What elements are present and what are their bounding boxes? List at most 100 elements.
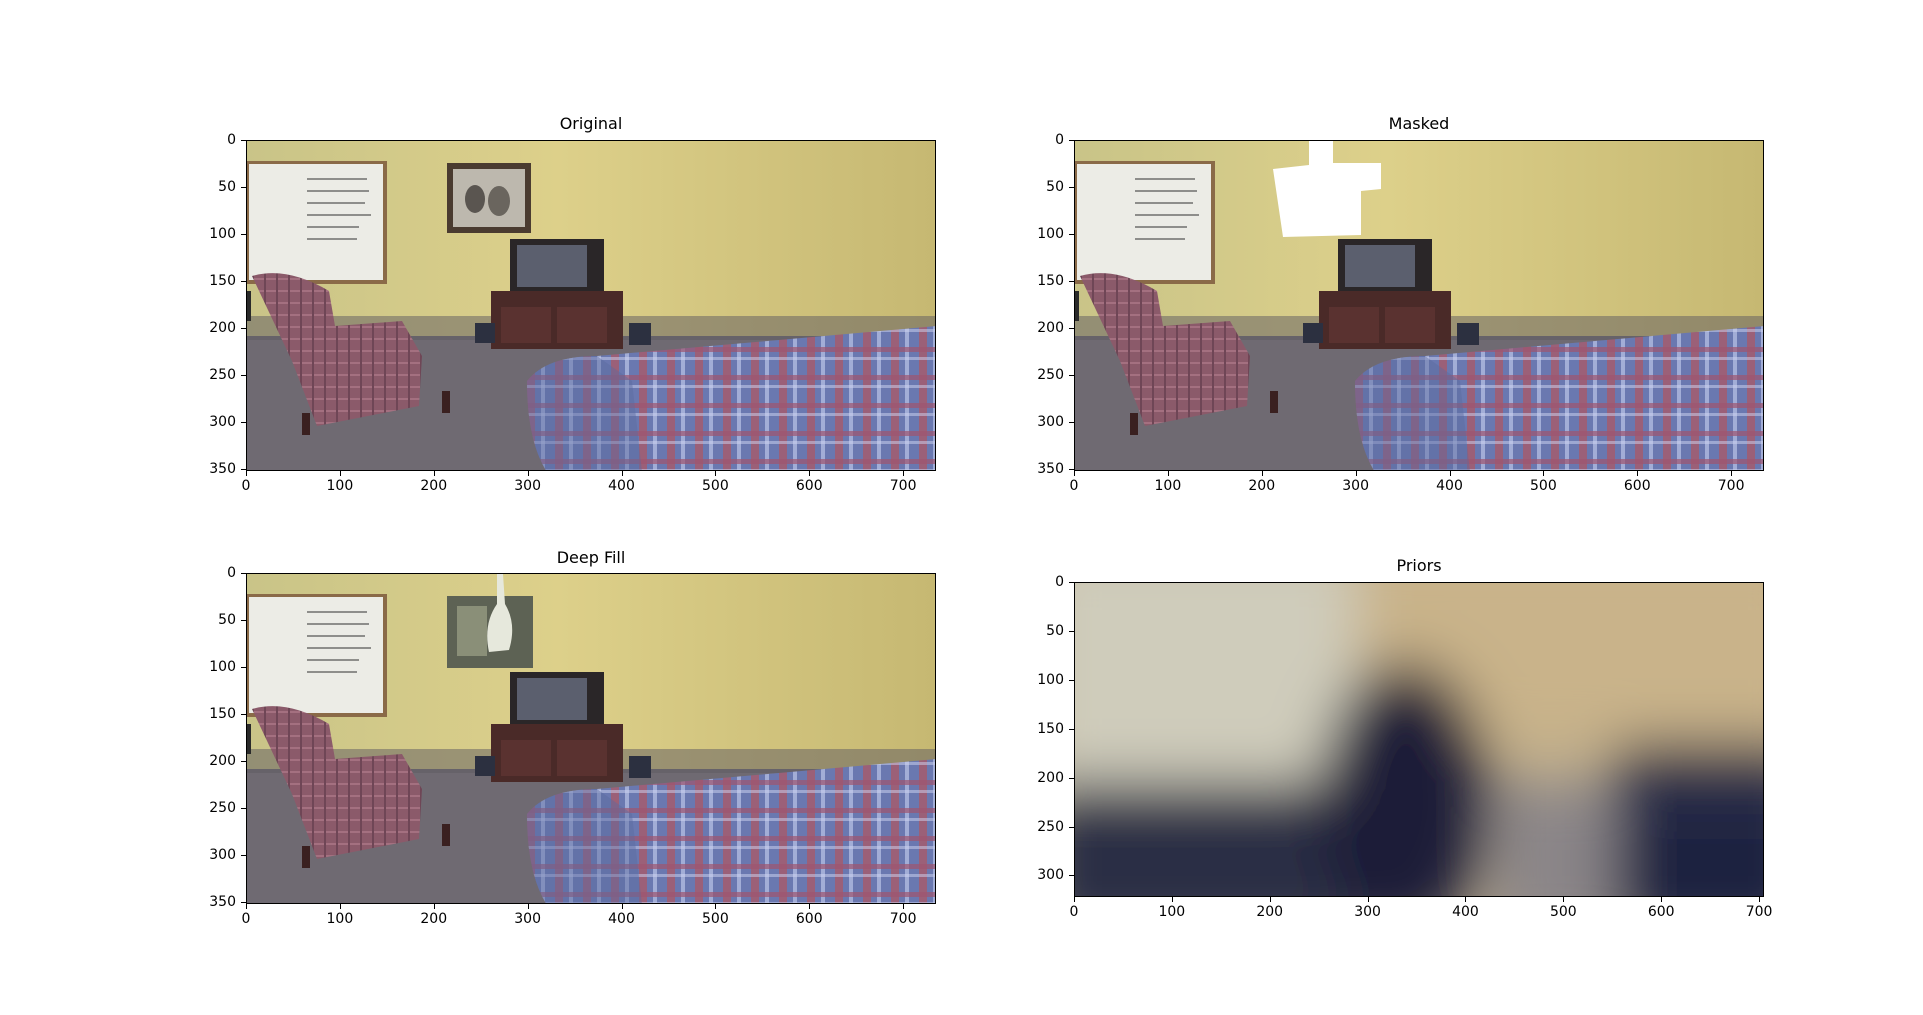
y-tick-label: 350: [1037, 461, 1064, 478]
image-frame: [246, 140, 936, 471]
panel-title: Deep Fill: [556, 548, 626, 567]
x-tick-mark: [1637, 471, 1639, 476]
y-tick-label: 250: [1037, 818, 1064, 835]
panel-title: Masked: [1388, 114, 1450, 133]
x-tick-label: 400: [608, 911, 635, 927]
x-tick-mark: [715, 904, 717, 909]
x-tick-label: 400: [1452, 904, 1479, 920]
x-tick-label: 700: [1717, 478, 1745, 494]
y-tick-label: 350: [209, 461, 236, 478]
x-tick-mark: [1731, 471, 1733, 476]
x-tick-label: 600: [795, 478, 823, 494]
x-tick-label: 500: [1549, 904, 1577, 920]
x-tick-label: 600: [1623, 478, 1651, 494]
y-tick-label: 100: [209, 226, 236, 243]
x-tick-label: 600: [1647, 904, 1675, 920]
y-tick-label: 200: [1037, 769, 1064, 786]
y-tick-mark: [241, 140, 246, 141]
image-frame: [1074, 140, 1764, 471]
x-tick-mark: [527, 471, 529, 476]
x-tick-label: 700: [889, 478, 917, 494]
y-tick-mark: [1069, 777, 1074, 779]
y-tick-mark: [1069, 140, 1074, 141]
y-tick-label: 300: [1037, 867, 1064, 884]
mask-region: [1273, 141, 1381, 237]
y-tick-mark: [241, 234, 246, 236]
x-tick-label: 100: [326, 911, 354, 927]
x-tick-mark: [1543, 471, 1545, 476]
x-tick-label: 300: [514, 911, 541, 927]
y-tick-mark: [1069, 469, 1074, 471]
y-tick-mark: [1069, 630, 1074, 632]
x-tick-label: 0: [1069, 904, 1079, 920]
x-tick-label: 700: [889, 911, 917, 927]
x-tick-label: 300: [514, 478, 541, 494]
y-tick-mark: [241, 422, 246, 424]
y-tick-label: 200: [1037, 320, 1064, 337]
x-tick-mark: [1074, 897, 1075, 902]
x-tick-label: 600: [795, 911, 823, 927]
x-tick-mark: [339, 904, 341, 909]
x-tick-label: 0: [241, 478, 251, 494]
y-tick-mark: [1069, 375, 1074, 377]
x-tick-label: 700: [1745, 904, 1773, 920]
y-tick-label: 150: [1037, 273, 1064, 290]
y-tick-label: 0: [1055, 132, 1064, 148]
x-tick-label: 100: [1154, 478, 1182, 494]
y-tick-label: 300: [209, 414, 236, 431]
y-tick-mark: [241, 375, 246, 377]
x-tick-mark: [1167, 471, 1169, 476]
y-tick-label: 0: [1055, 574, 1064, 590]
x-tick-label: 100: [326, 478, 354, 494]
x-tick-mark: [1563, 897, 1565, 902]
y-tick-mark: [241, 281, 246, 283]
x-tick-mark: [339, 471, 341, 476]
x-tick-mark: [1465, 897, 1467, 902]
y-tick-label: 200: [209, 753, 236, 770]
y-tick-mark: [241, 328, 246, 330]
x-tick-label: 200: [1248, 478, 1276, 494]
room-photo: [247, 141, 935, 470]
x-tick-mark: [903, 471, 905, 476]
x-tick-mark: [621, 471, 623, 476]
x-tick-label: 200: [1256, 904, 1284, 920]
x-tick-label: 400: [608, 478, 635, 494]
x-tick-mark: [246, 904, 247, 909]
y-tick-mark: [1069, 875, 1074, 877]
y-tick-mark: [241, 667, 246, 669]
x-tick-mark: [1759, 897, 1761, 902]
y-tick-mark: [241, 761, 246, 763]
y-tick-label: 150: [1037, 720, 1064, 737]
x-tick-mark: [1355, 471, 1357, 476]
x-tick-label: 300: [1354, 904, 1381, 920]
y-tick-mark: [1069, 187, 1074, 189]
y-tick-mark: [241, 187, 246, 189]
y-tick-label: 50: [218, 179, 236, 196]
y-tick-mark: [1069, 328, 1074, 330]
y-tick-mark: [1069, 826, 1074, 828]
image-frame: [1074, 582, 1764, 897]
x-tick-label: 400: [1436, 478, 1463, 494]
x-tick-mark: [1261, 471, 1263, 476]
x-tick-label: 500: [702, 911, 729, 927]
y-tick-label: 50: [1046, 622, 1064, 639]
y-tick-label: 250: [209, 367, 236, 384]
x-tick-mark: [433, 471, 435, 476]
room-photo-masked: [1075, 141, 1763, 470]
x-tick-label: 200: [420, 911, 448, 927]
y-tick-label: 100: [209, 659, 236, 676]
y-tick-mark: [1069, 281, 1074, 283]
y-tick-label: 150: [209, 273, 236, 290]
panel-title: Priors: [1396, 556, 1442, 575]
x-tick-mark: [903, 904, 905, 909]
y-tick-label: 300: [1037, 414, 1064, 431]
x-tick-mark: [1269, 897, 1271, 902]
y-tick-label: 0: [227, 565, 236, 581]
y-tick-label: 350: [209, 894, 236, 911]
x-tick-label: 100: [1158, 904, 1186, 920]
x-tick-label: 200: [420, 478, 448, 494]
y-tick-mark: [241, 714, 246, 716]
x-tick-mark: [1367, 897, 1369, 902]
y-tick-mark: [241, 808, 246, 810]
x-tick-mark: [527, 904, 529, 909]
